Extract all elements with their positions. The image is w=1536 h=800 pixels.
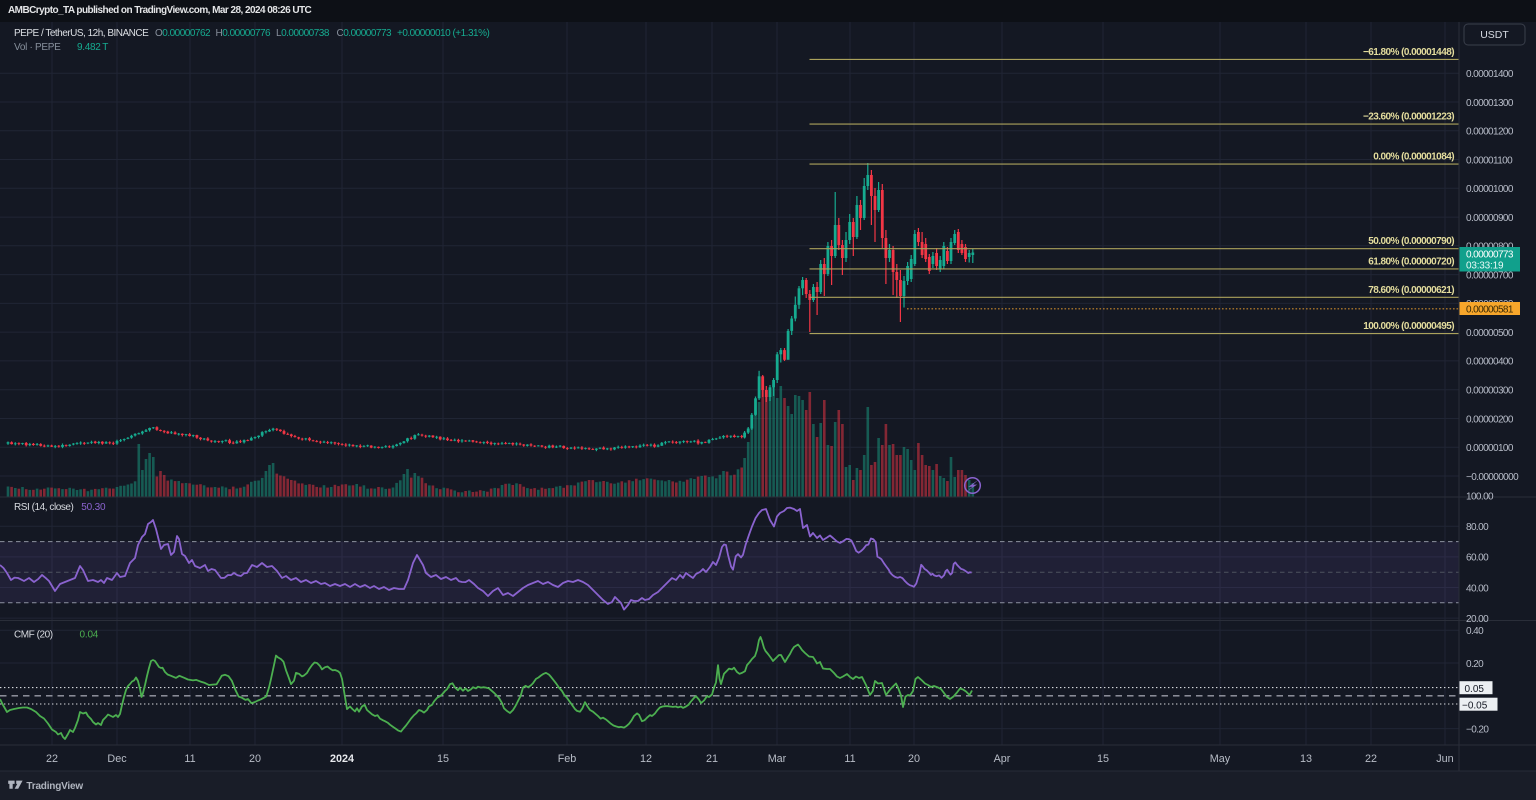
svg-text:RSI (14, close): RSI (14, close) bbox=[14, 502, 74, 513]
svg-text:0.00001000: 0.00001000 bbox=[1466, 184, 1514, 195]
svg-text:11: 11 bbox=[184, 753, 195, 765]
svg-text:Mar: Mar bbox=[768, 753, 787, 765]
svg-text:50.00% (0.00000790): 50.00% (0.00000790) bbox=[1368, 236, 1454, 247]
svg-text:2024: 2024 bbox=[330, 753, 354, 765]
svg-text:22: 22 bbox=[46, 753, 58, 765]
svg-text:Apr: Apr bbox=[994, 753, 1011, 765]
svg-text:0.00000100: 0.00000100 bbox=[1466, 443, 1514, 454]
svg-text:22: 22 bbox=[1365, 753, 1377, 765]
svg-text:0.00000400: 0.00000400 bbox=[1466, 357, 1514, 368]
svg-text:0.04: 0.04 bbox=[80, 629, 99, 640]
svg-text:−0.05: −0.05 bbox=[1462, 700, 1488, 711]
svg-text:20: 20 bbox=[249, 753, 261, 765]
svg-text:20.00: 20.00 bbox=[1466, 614, 1489, 625]
svg-text:50.30: 50.30 bbox=[81, 502, 106, 513]
svg-text:15: 15 bbox=[1097, 753, 1109, 765]
svg-text:0.00000300: 0.00000300 bbox=[1466, 386, 1514, 397]
svg-text:0.00001200: 0.00001200 bbox=[1466, 127, 1514, 138]
svg-text:13: 13 bbox=[1300, 753, 1312, 765]
svg-text:−61.80% (0.00001448): −61.80% (0.00001448) bbox=[1363, 47, 1454, 58]
svg-text:11: 11 bbox=[844, 753, 855, 765]
svg-text:12: 12 bbox=[640, 753, 652, 765]
svg-text:20: 20 bbox=[908, 753, 920, 765]
svg-text:Dec: Dec bbox=[107, 753, 127, 765]
svg-text:0.00001400: 0.00001400 bbox=[1466, 69, 1514, 80]
svg-text:0.00001300: 0.00001300 bbox=[1466, 98, 1514, 109]
svg-text:80.00: 80.00 bbox=[1466, 522, 1489, 533]
svg-text:0.00001100: 0.00001100 bbox=[1466, 155, 1513, 166]
svg-text:Jun: Jun bbox=[1436, 753, 1453, 765]
svg-text:60.00: 60.00 bbox=[1466, 553, 1489, 564]
svg-text:May: May bbox=[1210, 753, 1231, 765]
svg-text:0.00000581: 0.00000581 bbox=[1466, 304, 1514, 315]
svg-text:15: 15 bbox=[437, 753, 449, 765]
svg-text:−0.00000000: −0.00000000 bbox=[1466, 472, 1519, 483]
svg-text:0.20: 0.20 bbox=[1466, 659, 1484, 670]
svg-text:0.00000700: 0.00000700 bbox=[1466, 270, 1514, 281]
svg-text:0.40: 0.40 bbox=[1466, 626, 1484, 637]
svg-text:100.00: 100.00 bbox=[1466, 492, 1494, 503]
svg-text:03:33:19: 03:33:19 bbox=[1466, 261, 1504, 272]
svg-text:CMF (20): CMF (20) bbox=[14, 629, 53, 640]
svg-text:TradingView: TradingView bbox=[26, 781, 83, 792]
svg-text:78.60% (0.00000621): 78.60% (0.00000621) bbox=[1368, 285, 1454, 296]
svg-text:0.00000500: 0.00000500 bbox=[1466, 328, 1514, 339]
svg-text:0.00000900: 0.00000900 bbox=[1466, 213, 1514, 224]
svg-text:0.00000200: 0.00000200 bbox=[1466, 414, 1514, 425]
svg-text:−0.20: −0.20 bbox=[1466, 724, 1489, 735]
svg-text:40.00: 40.00 bbox=[1466, 583, 1489, 594]
svg-text:USDT: USDT bbox=[1480, 29, 1509, 41]
svg-text:100.00% (0.00000495): 100.00% (0.00000495) bbox=[1363, 321, 1454, 332]
svg-text:Feb: Feb bbox=[558, 753, 577, 765]
svg-text:61.80% (0.00000720): 61.80% (0.00000720) bbox=[1368, 256, 1454, 267]
svg-text:0.00000773: 0.00000773 bbox=[1466, 250, 1514, 261]
svg-text:−23.60% (0.00001223): −23.60% (0.00001223) bbox=[1363, 112, 1454, 123]
svg-text:21: 21 bbox=[706, 753, 718, 765]
svg-text:0.05: 0.05 bbox=[1465, 684, 1485, 695]
svg-text:0.00% (0.00001084): 0.00% (0.00001084) bbox=[1373, 152, 1454, 163]
